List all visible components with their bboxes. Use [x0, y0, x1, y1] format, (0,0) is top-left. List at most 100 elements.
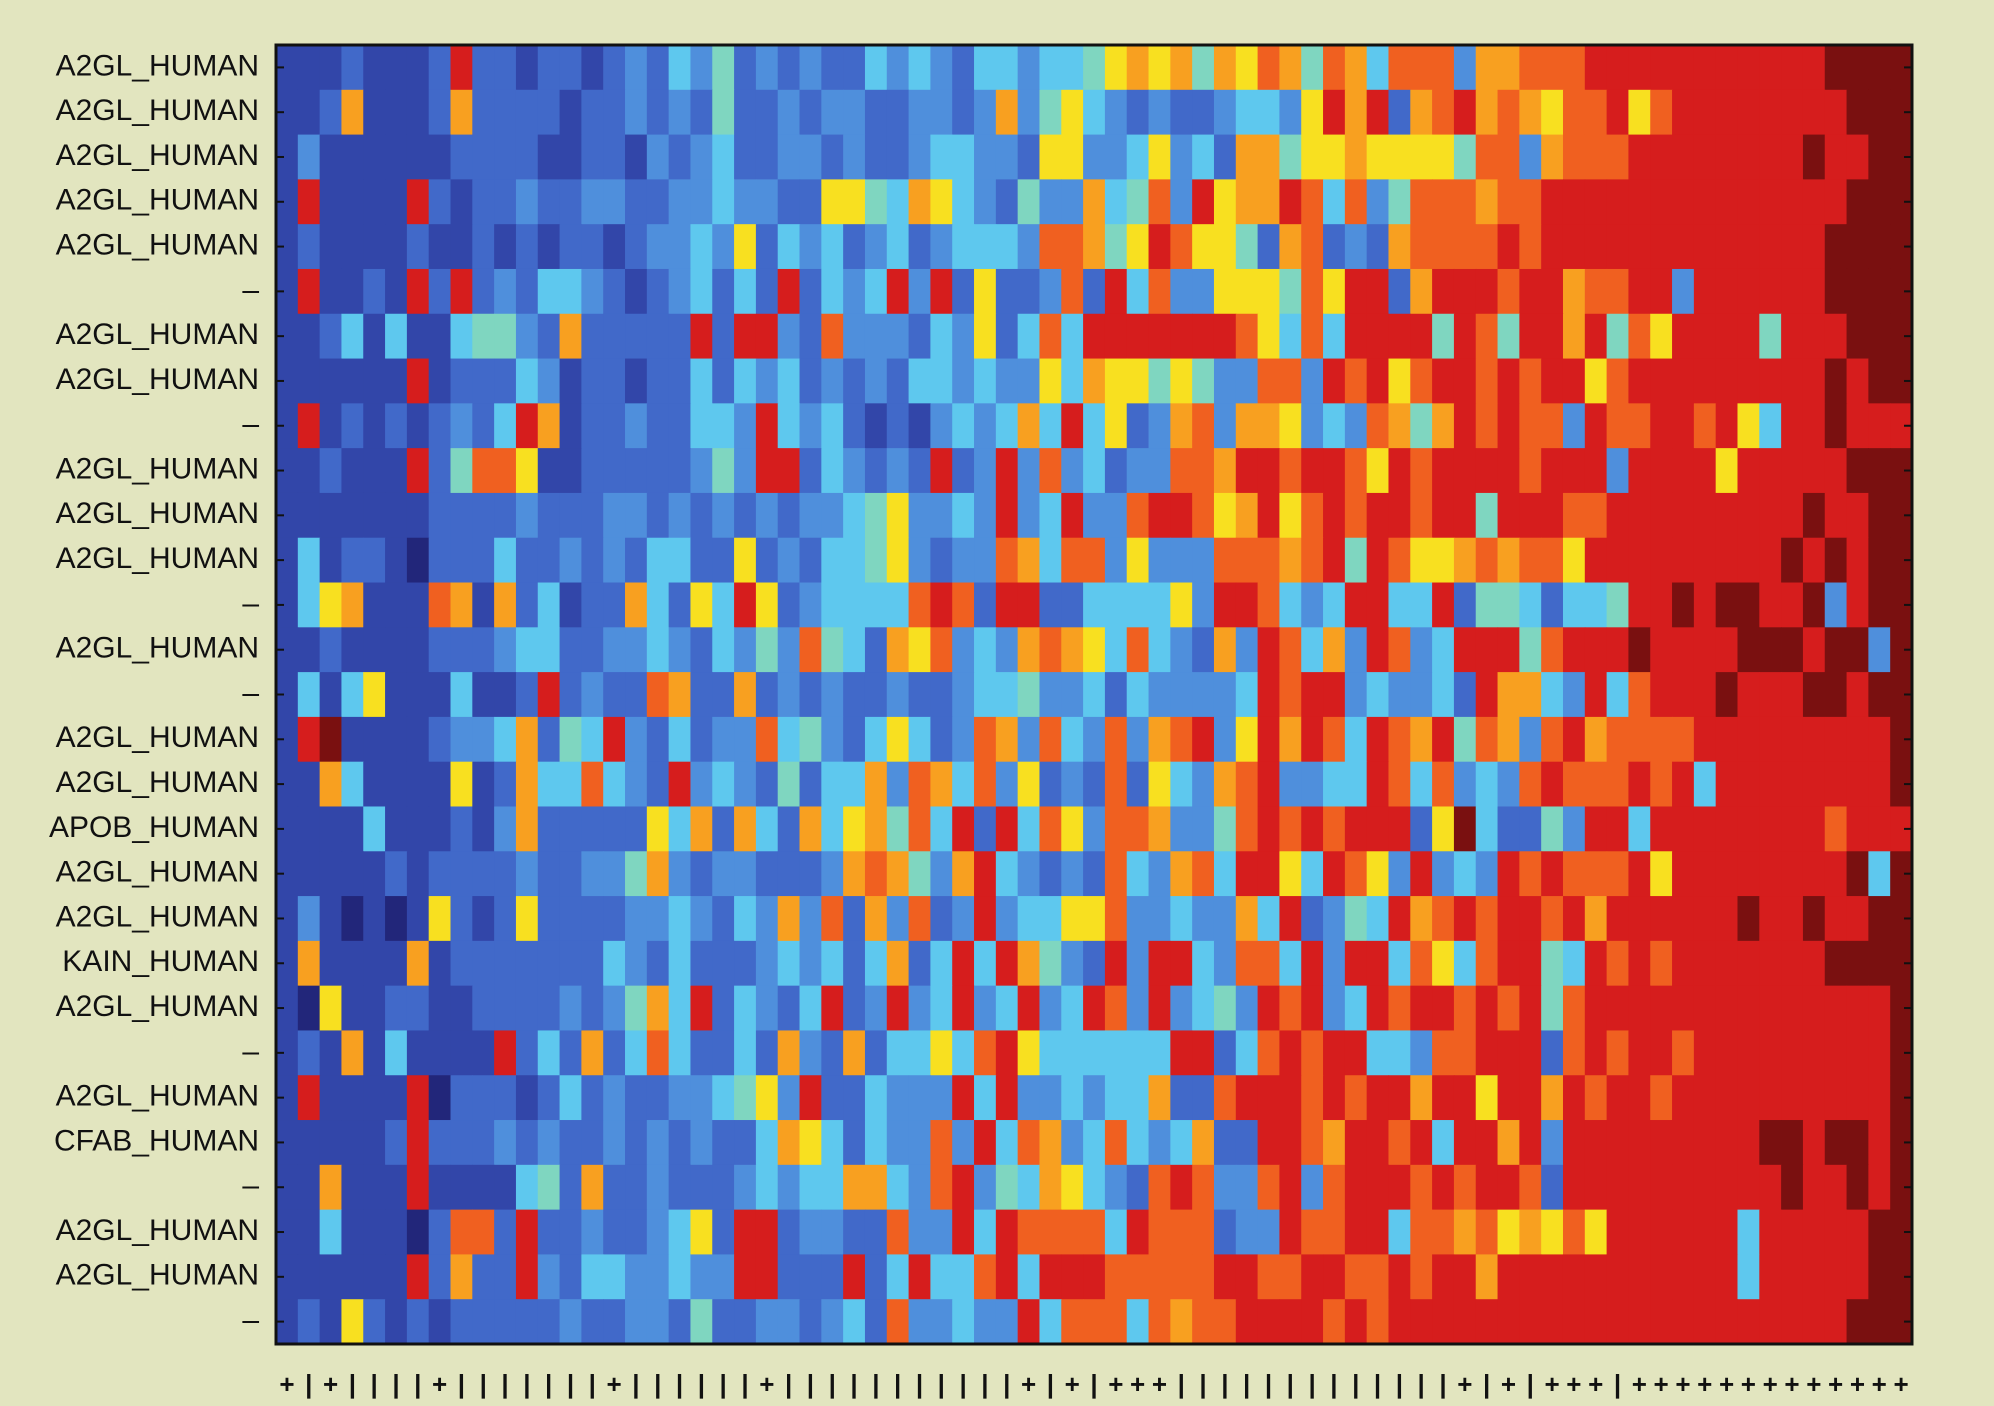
- heatmap-cell: [1453, 851, 1477, 897]
- heatmap-cell: [1148, 1030, 1171, 1076]
- heatmap-cell: [864, 806, 888, 852]
- heatmap-cell: [1868, 134, 1891, 180]
- heatmap-cell: [1039, 224, 1062, 270]
- heatmap-cell: [908, 940, 931, 987]
- heatmap-cell: [755, 134, 779, 180]
- heatmap-cell: [1257, 761, 1281, 808]
- heatmap-cell: [428, 1254, 452, 1300]
- heatmap-cell: [341, 627, 364, 673]
- heatmap-cell: [1213, 448, 1237, 494]
- heatmap-cell: [777, 1254, 801, 1300]
- heatmap-cell: [1432, 268, 1455, 315]
- heatmap-cell: [1213, 403, 1237, 449]
- heatmap-cell: [537, 224, 561, 270]
- heatmap-cell: [1235, 268, 1259, 315]
- heatmap-cell: [930, 1254, 953, 1300]
- heatmap-cell: [799, 672, 822, 718]
- heatmap-cell: [1126, 179, 1150, 225]
- heatmap-cell: [581, 224, 604, 270]
- heatmap-cell: [559, 134, 582, 180]
- heatmap-cell: [1213, 627, 1237, 673]
- heatmap-cell: [276, 492, 299, 539]
- heatmap-cell: [690, 761, 713, 808]
- heatmap-cell: [712, 1209, 735, 1256]
- heatmap-cell: [995, 134, 1019, 180]
- heatmap-cell: [1781, 1120, 1804, 1166]
- heatmap-cell: [864, 940, 888, 987]
- heatmap-cell: [1366, 1299, 1390, 1345]
- heatmap-cell: [1344, 940, 1368, 987]
- heatmap-cell: [625, 896, 648, 942]
- column-marker: +: [1741, 1369, 1756, 1399]
- heatmap-cell: [1562, 268, 1586, 315]
- heatmap-cell: [690, 985, 713, 1032]
- heatmap-cell: [494, 1209, 517, 1256]
- heatmap-cell: [1301, 1030, 1324, 1076]
- heatmap-cell: [1432, 896, 1455, 942]
- heatmap-cell: [908, 134, 931, 180]
- heatmap-cell: [1781, 1299, 1804, 1345]
- column-marker: +: [1872, 1369, 1887, 1399]
- heatmap-cell: [1868, 358, 1891, 404]
- heatmap-cell: [1606, 806, 1630, 852]
- heatmap-cell: [341, 851, 364, 897]
- heatmap-cell: [908, 45, 931, 91]
- heatmap-cell: [1453, 313, 1477, 360]
- heatmap-cell: [974, 403, 997, 449]
- heatmap-cell: [385, 313, 408, 360]
- heatmap-cell: [1824, 851, 1848, 897]
- heatmap-cell: [886, 448, 910, 494]
- heatmap-cell: [385, 1030, 408, 1076]
- heatmap-cell: [1497, 985, 1520, 1032]
- heatmap-cell: [1497, 761, 1520, 808]
- heatmap-cell: [1672, 1030, 1695, 1076]
- heatmap-cell: [712, 672, 735, 718]
- heatmap-cell: [1824, 1120, 1848, 1166]
- heatmap-cell: [1650, 134, 1673, 180]
- heatmap-cell: [1650, 448, 1673, 494]
- heatmap-cell: [1846, 268, 1869, 315]
- heatmap-cell: [1453, 448, 1477, 494]
- heatmap-cell: [668, 940, 692, 987]
- heatmap-cell: [276, 1209, 299, 1256]
- heatmap-cell: [777, 1075, 801, 1121]
- heatmap-cell: [625, 985, 648, 1032]
- heatmap-cell: [341, 179, 364, 225]
- heatmap-cell: [1039, 1120, 1062, 1166]
- heatmap-cell: [581, 1030, 604, 1076]
- heatmap-cell: [777, 45, 801, 91]
- heatmap-cell: [1148, 806, 1171, 852]
- heatmap-cell: [1235, 224, 1259, 270]
- heatmap-cell: [646, 806, 670, 852]
- heatmap-cell: [1126, 492, 1150, 539]
- heatmap-cell: [1148, 268, 1171, 315]
- heatmap-cell: [1541, 358, 1564, 404]
- heatmap-cell: [821, 1075, 844, 1121]
- heatmap-cell: [952, 985, 975, 1032]
- heatmap-cell: [406, 582, 430, 628]
- heatmap-cell: [755, 45, 779, 91]
- heatmap-cell: [363, 313, 386, 360]
- heatmap-cell: [734, 761, 757, 808]
- heatmap-cell: [1323, 806, 1346, 852]
- heatmap-cell: [712, 940, 735, 987]
- heatmap-cell: [1126, 89, 1150, 136]
- row-label: A2GL_HUMAN: [56, 1214, 259, 1247]
- heatmap-cell: [1323, 492, 1346, 539]
- heatmap-cell: [1628, 582, 1651, 628]
- heatmap-cell: [1366, 806, 1390, 852]
- heatmap-cell: [777, 89, 801, 136]
- heatmap-cell: [450, 537, 473, 584]
- heatmap-cell: [603, 89, 626, 136]
- heatmap-cell: [821, 268, 844, 315]
- heatmap-cell: [646, 89, 670, 136]
- heatmap-cell: [1584, 851, 1608, 897]
- heatmap-cell: [406, 1030, 430, 1076]
- column-marker: |: [1614, 1369, 1621, 1399]
- heatmap-cell: [1061, 806, 1084, 852]
- heatmap-cell: [1279, 179, 1302, 225]
- heatmap-cell: [777, 716, 801, 763]
- heatmap-cell: [1868, 268, 1891, 315]
- heatmap-cell: [319, 761, 343, 808]
- heatmap-cell: [472, 985, 495, 1032]
